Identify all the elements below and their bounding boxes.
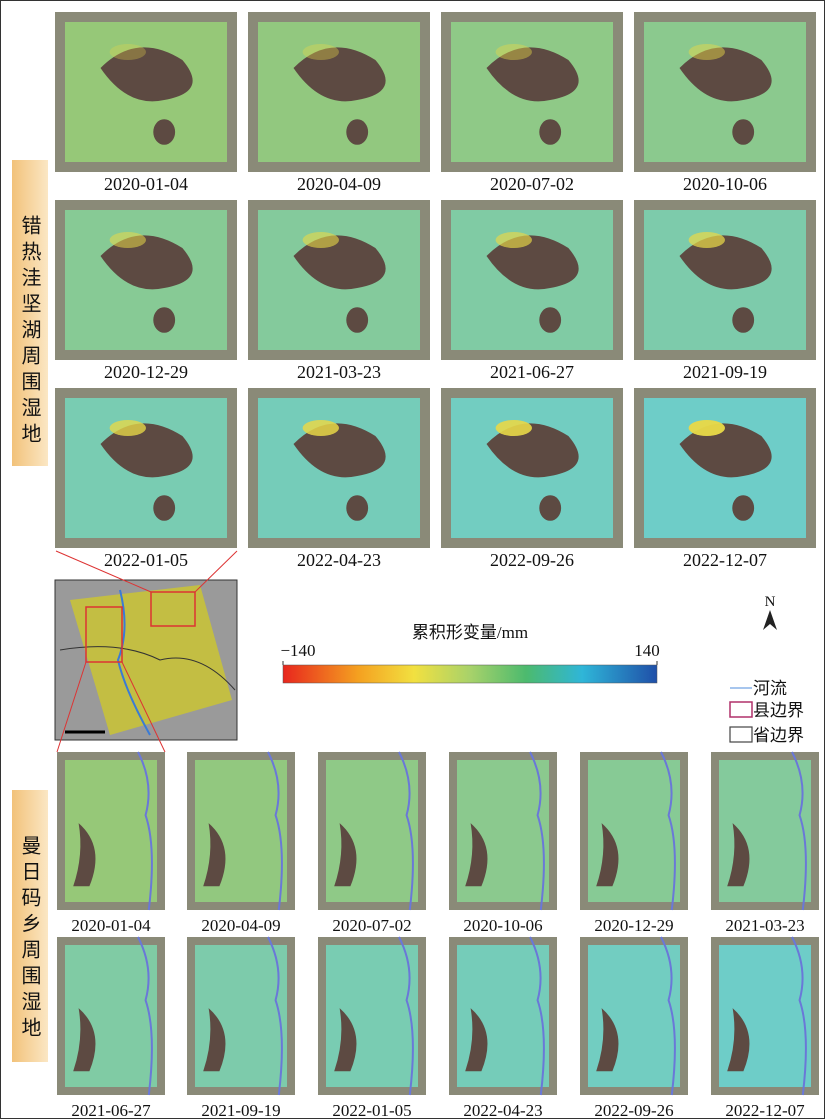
map-panel [711, 937, 819, 1095]
north-label: N [765, 594, 776, 610]
panel-date: 2022-01-05 [104, 550, 188, 570]
north-arrow [763, 610, 777, 630]
colorbar-label: −140 [280, 641, 315, 660]
panel-date: 2021-03-23 [725, 916, 804, 935]
panel-date: 2022-12-07 [725, 1101, 805, 1119]
lake-area [346, 307, 368, 333]
map-panel [248, 12, 430, 172]
panel-date: 2021-09-19 [201, 1101, 280, 1119]
colorbar [283, 665, 657, 683]
map-panel [580, 937, 688, 1095]
lake-area [153, 307, 175, 333]
lake-area [539, 495, 561, 521]
panel-date: 2020-04-09 [201, 916, 280, 935]
panel-date: 2022-09-26 [490, 550, 574, 570]
panel-date: 2020-01-04 [104, 174, 188, 194]
figure: 错热洼坚湖周围湿地 曼日码乡周围湿地 累积形变量/mm N 河流 县边界 省边界… [0, 0, 825, 1119]
map-panel [248, 200, 430, 360]
map-panel [441, 388, 623, 548]
legend-province [730, 727, 752, 742]
map-panel [187, 752, 295, 910]
legend-label: 县边界 [753, 701, 804, 720]
map-panel [318, 752, 426, 910]
map-panel [55, 388, 237, 548]
legend-label: 省边界 [753, 726, 804, 745]
panel-date: 2020-10-06 [463, 916, 542, 935]
panel-date: 2020-07-02 [490, 174, 574, 194]
deformation-patch [303, 232, 339, 248]
panel-date: 2020-01-04 [71, 916, 151, 935]
map-panel [449, 937, 557, 1095]
panel-date: 2021-06-27 [490, 362, 574, 382]
colorbar-title: 累积形变量/mm [412, 623, 528, 642]
panel-date: 2020-04-09 [297, 174, 381, 194]
panel-date: 2022-04-23 [463, 1101, 542, 1119]
map-panel [57, 937, 165, 1095]
lake-area [346, 119, 368, 145]
deformation-patch [689, 232, 725, 248]
panel-date: 2022-04-23 [297, 550, 381, 570]
lake-area [153, 119, 175, 145]
map-panel [441, 12, 623, 172]
panel-date: 2020-10-06 [683, 174, 767, 194]
map-panel [634, 388, 816, 548]
map-panel [55, 12, 237, 172]
panel-date: 2020-12-29 [594, 916, 673, 935]
panel-date: 2022-09-26 [594, 1101, 673, 1119]
panel-date: 2021-06-27 [71, 1101, 151, 1119]
lake-area [539, 119, 561, 145]
deformation-patch [496, 232, 532, 248]
map-panel [187, 937, 295, 1095]
map-panel [57, 752, 165, 910]
deformation-patch [496, 420, 532, 436]
map-panel [711, 752, 819, 910]
lake-area [732, 495, 754, 521]
map-panel [449, 752, 557, 910]
deformation-patch [110, 232, 146, 248]
deformation-patch [689, 44, 725, 60]
deformation-patch [689, 420, 725, 436]
panel-date: 2020-12-29 [104, 362, 188, 382]
panel-date: 2022-12-07 [683, 550, 767, 570]
section-label: 错热洼坚湖周围湿地 [18, 215, 42, 449]
map-panel [55, 200, 237, 360]
map-panel [634, 200, 816, 360]
map-panel [580, 752, 688, 910]
deformation-patch [110, 44, 146, 60]
lake-area [539, 307, 561, 333]
map-panel [634, 12, 816, 172]
deformation-patch [110, 420, 146, 436]
section-label: 曼日码乡周围湿地 [18, 835, 42, 1043]
panel-date: 2021-09-19 [683, 362, 767, 382]
deformation-patch [496, 44, 532, 60]
lake-area [153, 495, 175, 521]
lake-area [732, 307, 754, 333]
legend-county [730, 702, 752, 717]
deformation-patch [303, 420, 339, 436]
deformation-patch [303, 44, 339, 60]
panel-date: 2021-03-23 [297, 362, 381, 382]
lake-area [732, 119, 754, 145]
legend-label: 河流 [753, 679, 787, 698]
inset-map [55, 551, 237, 752]
map-panel [248, 388, 430, 548]
panel-date: 2020-07-02 [332, 916, 411, 935]
map-panel [441, 200, 623, 360]
page: 错热洼坚湖周围湿地 曼日码乡周围湿地 累积形变量/mm N 河流 县边界 省边界… [0, 0, 825, 1119]
map-panel [318, 937, 426, 1095]
panel-date: 2022-01-05 [332, 1101, 411, 1119]
colorbar-label: 140 [634, 641, 660, 660]
lake-area [346, 495, 368, 521]
